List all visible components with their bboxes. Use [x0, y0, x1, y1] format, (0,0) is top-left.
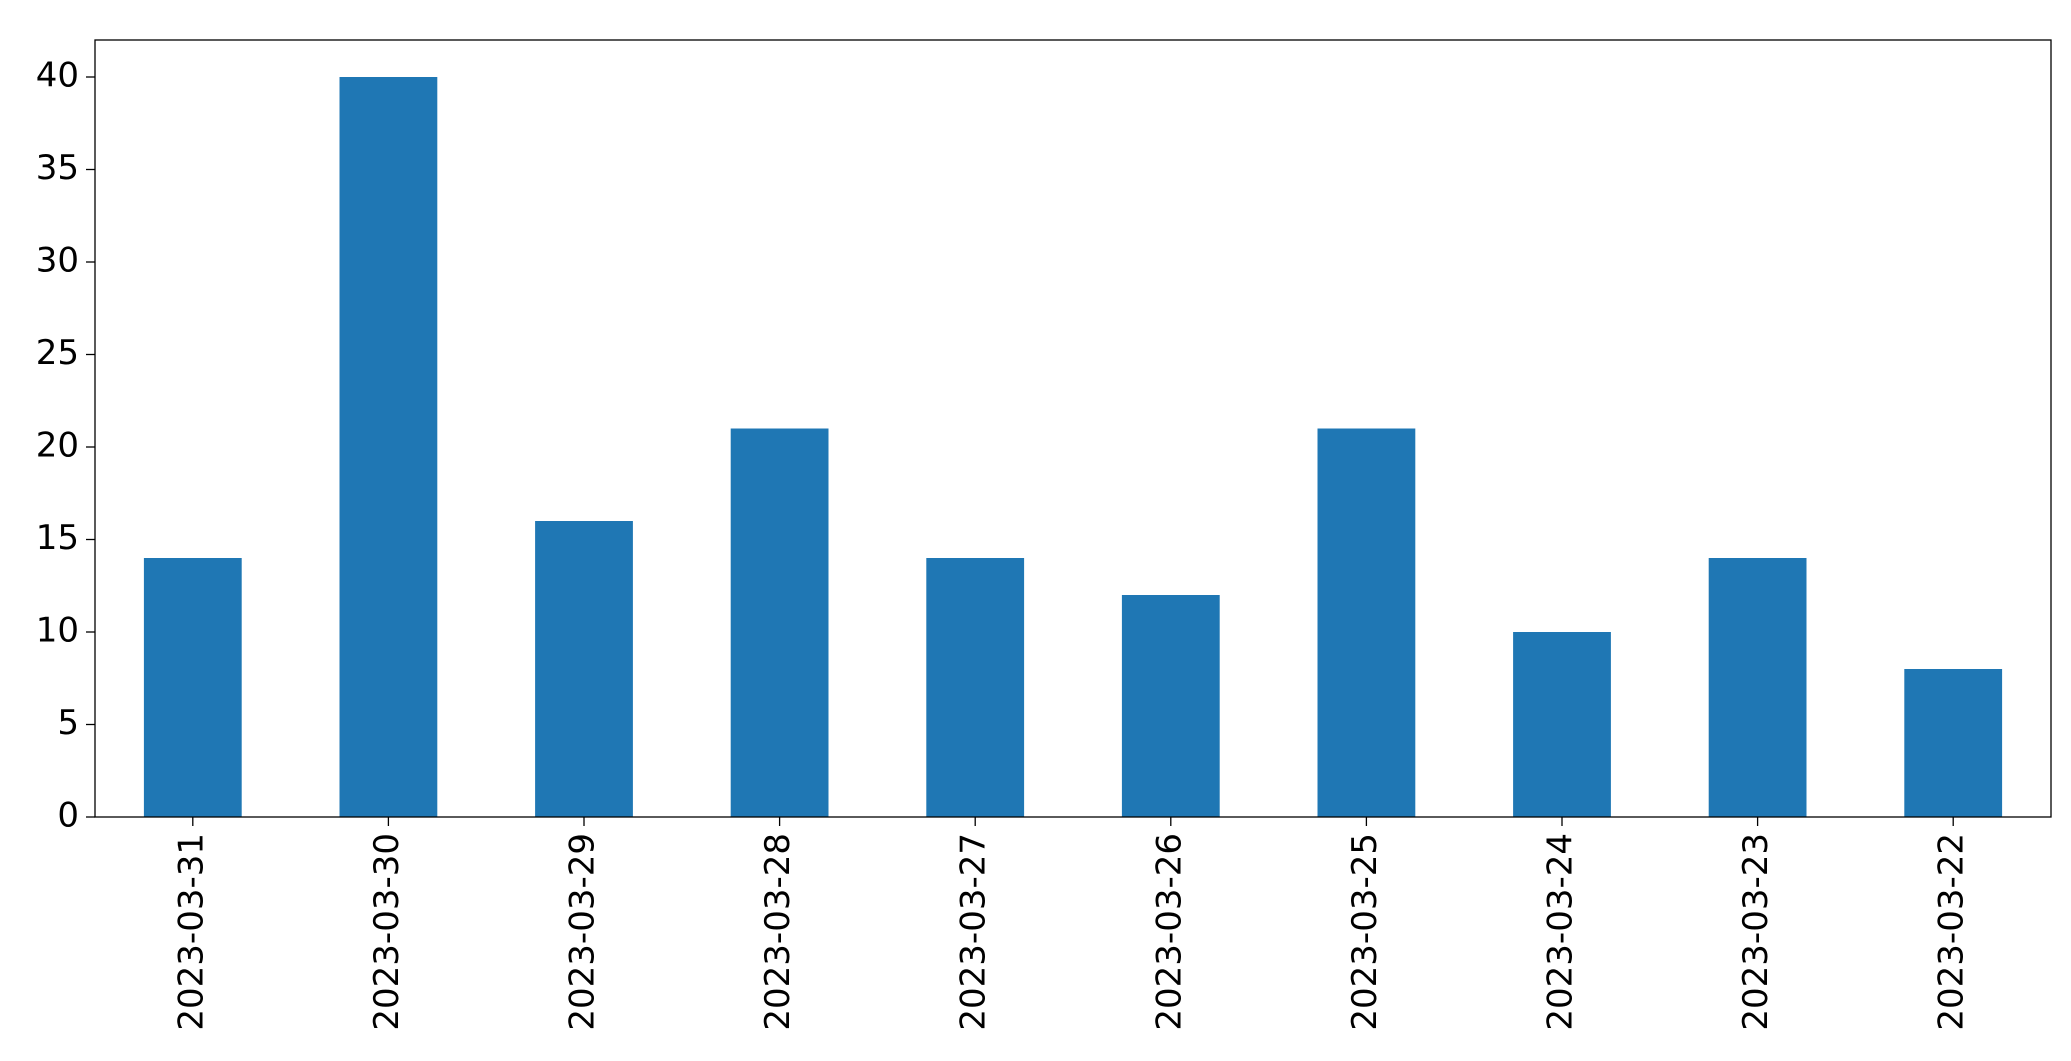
bar: [730, 428, 829, 817]
bar: [1708, 558, 1807, 817]
y-tick-label: 25: [36, 333, 79, 373]
x-tick-label: 2023-03-30: [367, 833, 407, 1031]
bar: [1317, 428, 1416, 817]
y-tick-label: 10: [36, 611, 79, 651]
bar: [926, 558, 1025, 817]
x-tick-label: 2023-03-26: [1149, 833, 1189, 1031]
x-tick-label: 2023-03-27: [954, 833, 994, 1031]
x-tick-label: 2023-03-22: [1932, 833, 1972, 1031]
x-tick-label: 2023-03-24: [1541, 833, 1581, 1031]
y-tick-label: 35: [36, 148, 79, 188]
x-tick-label: 2023-03-31: [171, 833, 211, 1031]
x-tick-label: 2023-03-23: [1736, 833, 1776, 1031]
bar: [1513, 632, 1611, 817]
y-tick-label: 15: [36, 518, 79, 558]
bar: [535, 521, 633, 817]
y-tick-label: 20: [36, 426, 79, 466]
x-tick-label: 2023-03-28: [758, 833, 798, 1031]
y-tick-label: 5: [57, 703, 79, 743]
bar: [143, 558, 242, 817]
axes-frame: [94, 39, 2052, 818]
bar: [1121, 595, 1220, 817]
x-tick-label: 2023-03-25: [1345, 833, 1385, 1031]
bar: [339, 77, 438, 817]
y-tick-label: 40: [36, 56, 79, 96]
x-tick-label: 2023-03-29: [563, 833, 603, 1031]
bar: [1904, 669, 2003, 817]
y-tick-label: 0: [57, 796, 79, 836]
y-tick-label: 30: [36, 241, 79, 281]
